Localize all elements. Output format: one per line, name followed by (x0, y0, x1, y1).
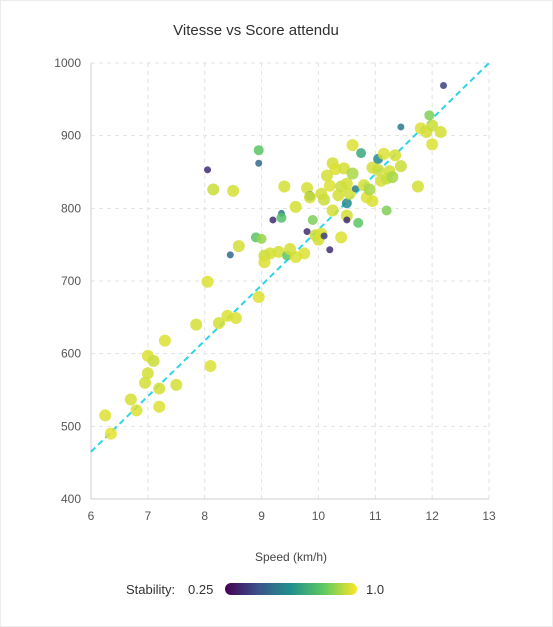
x-axis-label: Speed (km/h) (255, 550, 327, 564)
chart-title: Vitesse vs Score attendu (173, 22, 339, 39)
y-tick-label: 900 (61, 129, 81, 143)
y-tick-label: 500 (61, 419, 81, 433)
data-point[interactable] (389, 149, 402, 162)
x-tick-label: 13 (482, 509, 496, 523)
data-point[interactable] (256, 233, 267, 244)
x-tick-label: 8 (201, 509, 208, 523)
tick-labels: 6 7 8 9 10 11 12 13 400 500 600 700 800 900 1000 (54, 56, 496, 523)
data-point[interactable] (147, 354, 160, 367)
y-tick-label: 400 (61, 492, 81, 506)
color-legend: Stability: 0.25 1.0 (126, 582, 384, 597)
data-point[interactable] (303, 191, 316, 204)
data-point[interactable] (226, 251, 234, 259)
data-point[interactable] (99, 409, 112, 422)
data-point[interactable] (201, 275, 214, 288)
data-point[interactable] (269, 216, 277, 224)
data-point[interactable] (255, 159, 263, 167)
data-point[interactable] (253, 145, 264, 156)
data-point[interactable] (124, 393, 137, 406)
data-point[interactable] (386, 171, 399, 184)
data-point[interactable] (139, 376, 152, 389)
data-point[interactable] (434, 126, 447, 139)
data-point[interactable] (394, 160, 407, 173)
data-point[interactable] (363, 183, 376, 196)
data-point[interactable] (397, 123, 405, 131)
data-point[interactable] (303, 228, 311, 236)
data-point[interactable] (326, 246, 334, 254)
data-point[interactable] (212, 317, 225, 330)
points (99, 82, 448, 440)
data-point[interactable] (276, 212, 287, 223)
grid (90, 62, 490, 500)
data-point[interactable] (377, 147, 390, 160)
data-point[interactable] (326, 204, 339, 217)
data-point[interactable] (340, 177, 353, 190)
data-point[interactable] (158, 334, 171, 347)
data-point[interactable] (190, 318, 203, 331)
data-point[interactable] (289, 200, 302, 213)
x-tick-label: 9 (258, 509, 265, 523)
data-point[interactable] (372, 163, 385, 176)
data-point[interactable] (227, 184, 240, 197)
data-point[interactable] (351, 185, 359, 193)
data-point[interactable] (346, 139, 359, 152)
data-point[interactable] (381, 205, 392, 216)
data-point[interactable] (130, 404, 143, 417)
x-tick-label: 11 (369, 509, 382, 523)
data-point[interactable] (141, 367, 154, 380)
data-point[interactable] (229, 312, 242, 325)
data-point[interactable] (153, 382, 166, 395)
data-point[interactable] (298, 247, 311, 260)
data-point[interactable] (278, 180, 291, 193)
data-point[interactable] (204, 360, 217, 373)
y-tick-label: 600 (61, 347, 81, 361)
data-point[interactable] (440, 82, 448, 90)
legend-min-label: 0.25 (188, 582, 213, 597)
data-point[interactable] (426, 138, 439, 151)
data-point[interactable] (258, 256, 271, 269)
data-point[interactable] (366, 195, 379, 208)
x-tick-label: 7 (145, 509, 152, 523)
data-point[interactable] (318, 193, 331, 206)
colorbar (225, 583, 357, 595)
data-point[interactable] (353, 217, 364, 228)
data-point[interactable] (307, 214, 318, 225)
data-point[interactable] (426, 119, 439, 132)
data-point[interactable] (153, 400, 166, 413)
y-tick-label: 800 (61, 201, 81, 215)
y-tick-label: 700 (61, 274, 81, 288)
data-point[interactable] (356, 148, 367, 159)
data-point[interactable] (335, 231, 348, 244)
data-point[interactable] (343, 216, 351, 224)
data-point[interactable] (320, 169, 333, 182)
legend-max-label: 1.0 (366, 582, 384, 597)
data-point[interactable] (424, 110, 435, 121)
data-point[interactable] (272, 245, 285, 258)
data-point[interactable] (207, 183, 220, 196)
data-point[interactable] (346, 167, 359, 180)
data-point[interactable] (104, 427, 117, 440)
data-point[interactable] (411, 180, 424, 193)
x-tick-label: 12 (425, 509, 439, 523)
y-tick-label: 1000 (54, 56, 81, 70)
legend-label: Stability: (126, 582, 175, 597)
data-point[interactable] (232, 240, 245, 253)
data-point[interactable] (323, 179, 336, 192)
x-tick-label: 6 (88, 509, 95, 523)
data-point[interactable] (170, 378, 183, 391)
data-point[interactable] (204, 166, 212, 174)
x-tick-label: 10 (312, 509, 326, 523)
data-point[interactable] (252, 290, 265, 303)
data-point[interactable] (320, 232, 328, 240)
data-point[interactable] (341, 198, 352, 209)
